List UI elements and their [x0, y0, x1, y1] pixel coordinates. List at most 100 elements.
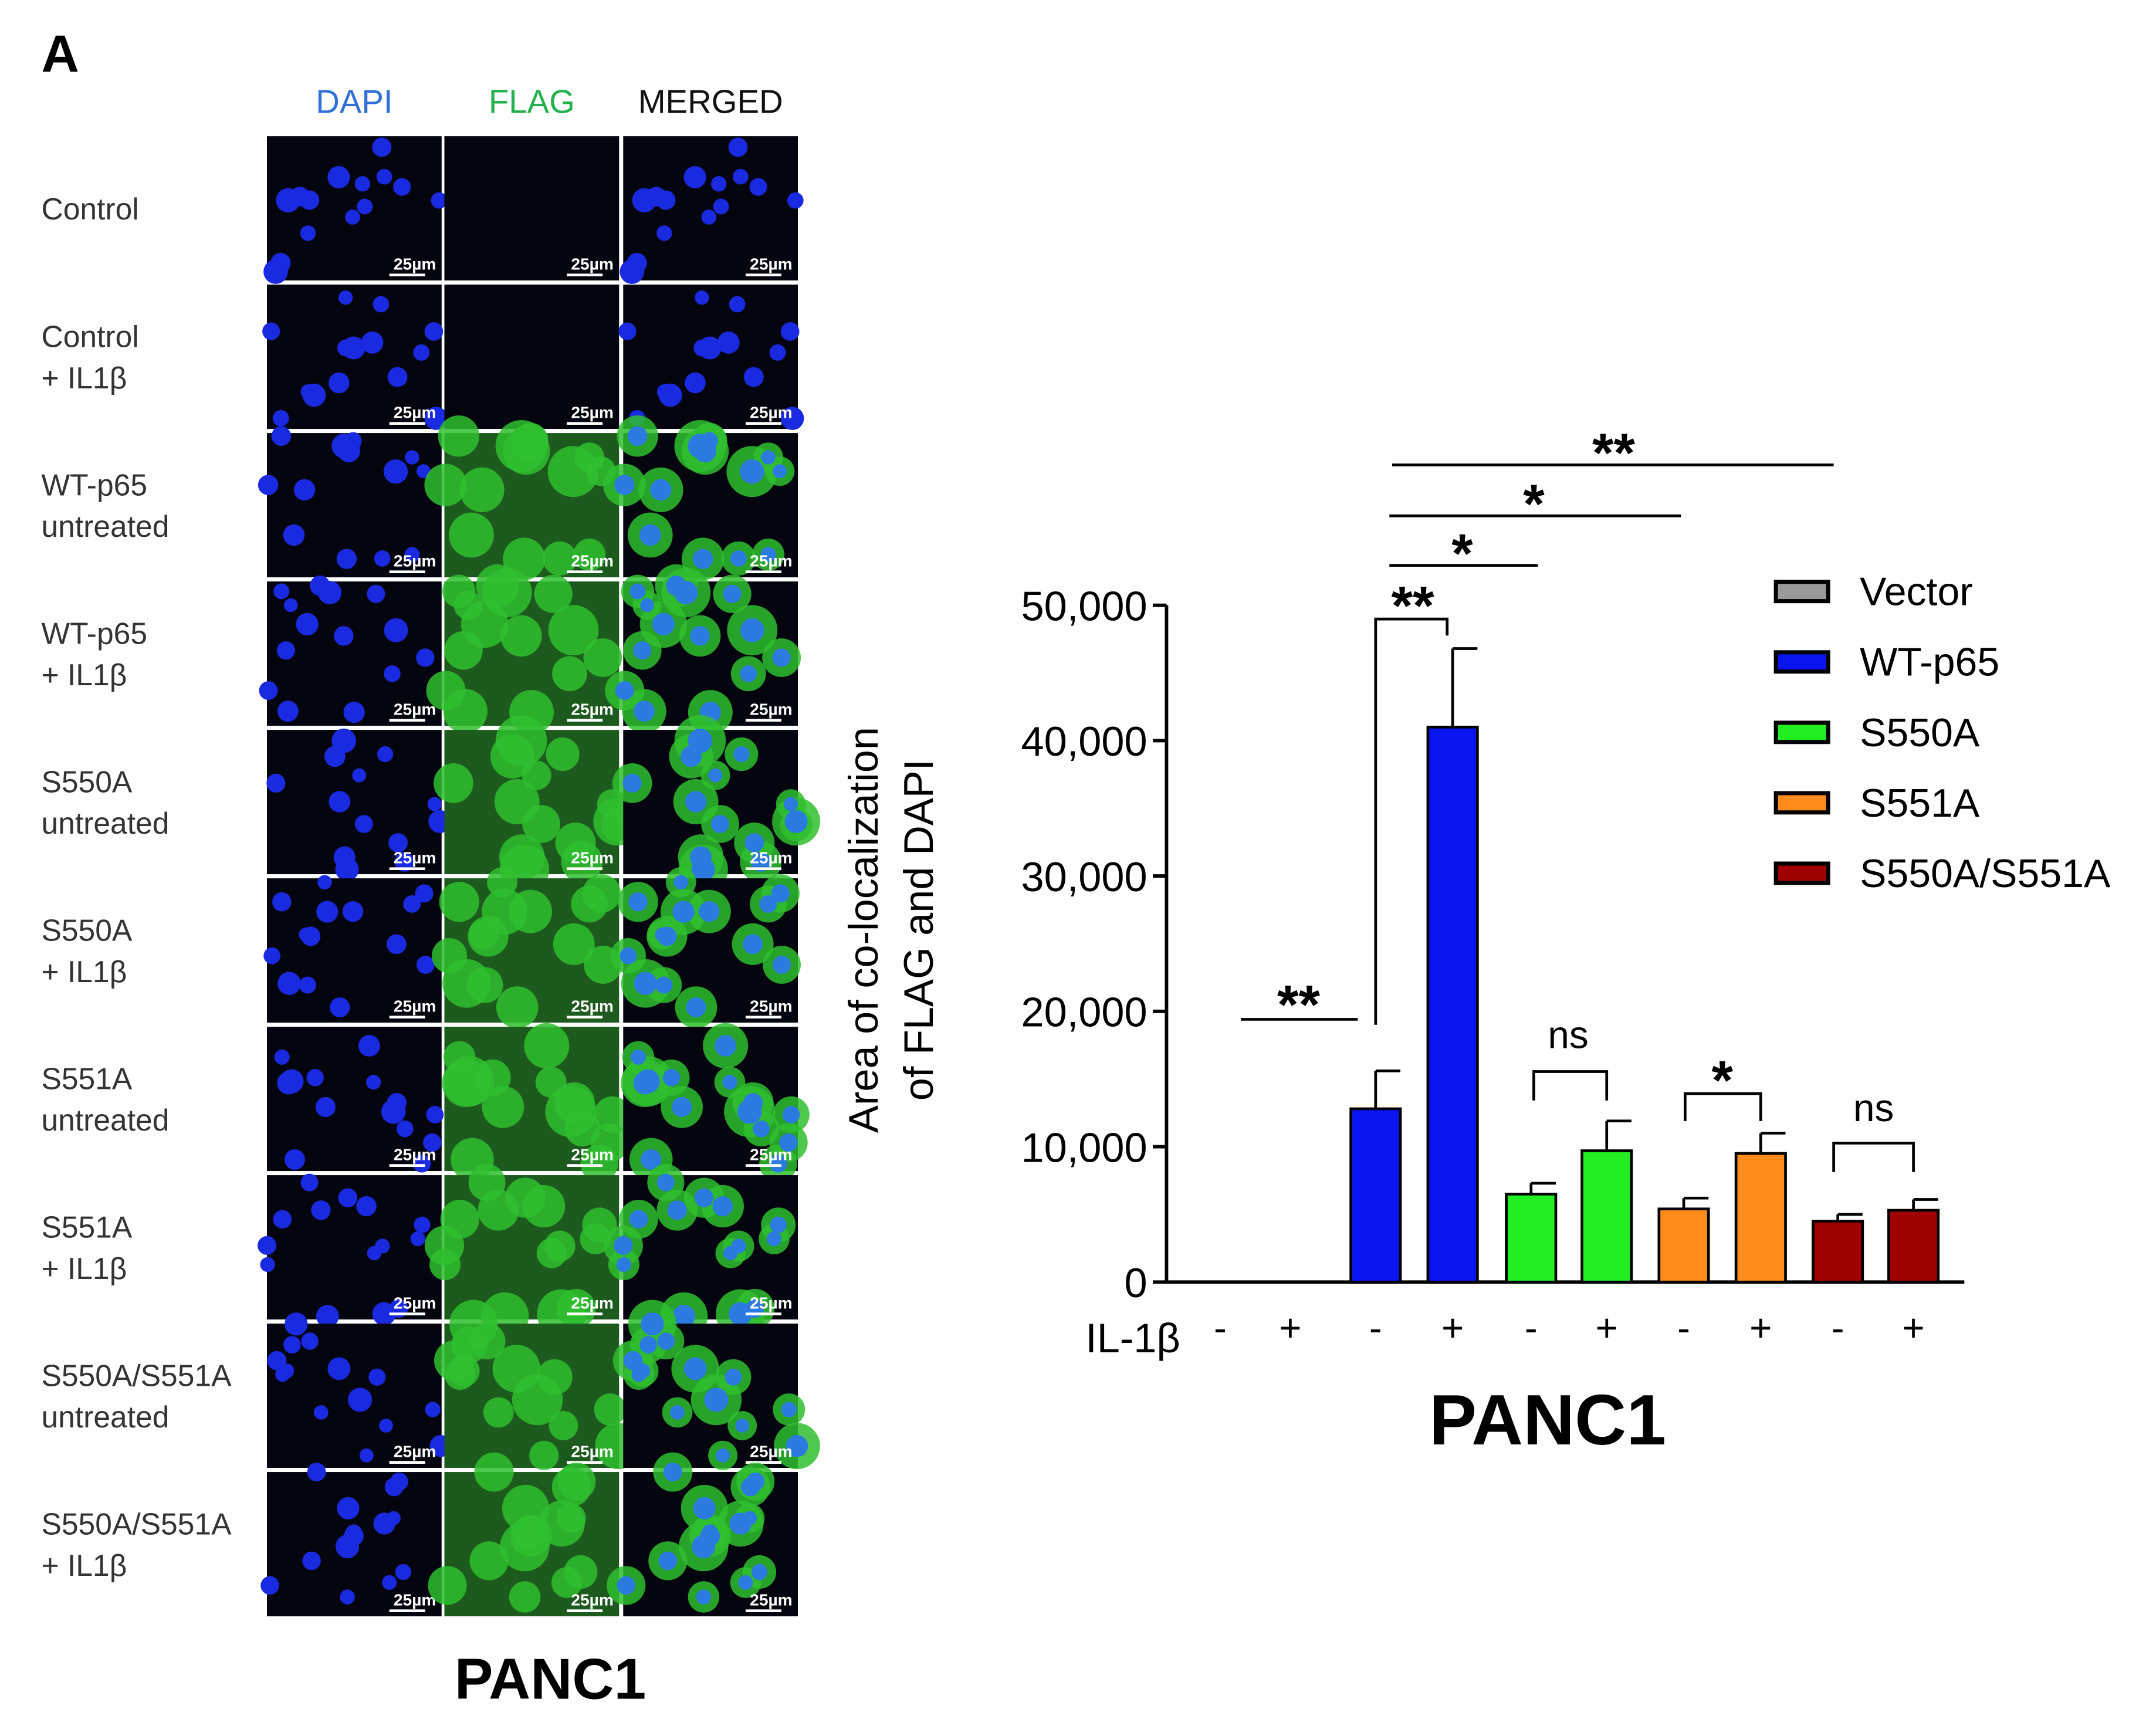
cell-flag — [476, 564, 519, 607]
nucleus — [412, 1154, 431, 1173]
x-axis-title: PANC1 — [1429, 1380, 1666, 1460]
nucleus — [640, 598, 654, 612]
cell-flag — [557, 1463, 596, 1501]
nucleus — [681, 746, 702, 767]
nucleus — [263, 259, 288, 284]
nucleus — [659, 383, 682, 407]
x-tick-label: + — [1441, 1307, 1464, 1349]
nucleus — [302, 383, 326, 407]
row-label: untreated — [41, 1103, 169, 1137]
nucleus — [342, 901, 364, 922]
cell-flag — [443, 689, 488, 733]
nucleus — [375, 1238, 390, 1254]
x-tick-label: + — [1279, 1307, 1301, 1349]
nucleus — [636, 1069, 660, 1094]
nucleus — [328, 372, 350, 394]
nucleus — [694, 1188, 714, 1207]
panel-label: A — [41, 24, 79, 83]
significance-bracket — [1832, 1142, 1915, 1172]
nucleus — [729, 1302, 752, 1326]
nucleus — [695, 290, 709, 305]
nucleus — [693, 1497, 716, 1520]
nucleus — [387, 1093, 407, 1113]
row-label: S550A/S551A — [41, 1359, 232, 1393]
nucleus — [317, 875, 332, 890]
nucleus — [311, 1200, 331, 1220]
micrograph: 25µm — [267, 1312, 452, 1468]
micrograph: 25µm — [620, 136, 804, 284]
cell-flag — [483, 1397, 514, 1428]
nucleus — [359, 1448, 374, 1463]
scale-bar-label: 25µm — [394, 1591, 436, 1609]
nucleus — [324, 746, 346, 767]
cell-flag — [424, 463, 467, 506]
nucleus — [767, 1231, 782, 1247]
y-tick-label: 0 — [1124, 1260, 1147, 1306]
row-label: S550A — [41, 765, 132, 799]
micrograph: 25µm — [426, 564, 622, 735]
nucleus — [704, 1388, 729, 1412]
column-header: DAPI — [316, 83, 392, 120]
nucleus — [616, 1257, 632, 1273]
nucleus — [693, 339, 710, 357]
row-label: untreated — [41, 806, 169, 840]
bar — [1349, 1107, 1402, 1284]
x-tick-label: - — [1369, 1307, 1382, 1349]
nucleus — [769, 1154, 787, 1173]
significance-bracket — [1532, 1070, 1609, 1101]
x-tick-label: - — [1525, 1307, 1538, 1349]
nucleus — [751, 1564, 768, 1581]
scale-bar-label: 25µm — [394, 700, 436, 718]
nucleus — [315, 1097, 336, 1117]
cell-flag — [529, 1440, 559, 1470]
legend-label: WT-p65 — [1860, 640, 1999, 685]
nucleus — [279, 1363, 295, 1379]
nucleus — [334, 626, 354, 646]
nucleus — [699, 433, 717, 451]
micrograph: 25µm — [263, 136, 448, 284]
micrograph: 25µm — [428, 1452, 620, 1617]
row-label: + IL1β — [41, 658, 127, 692]
micrograph: 25µm — [444, 136, 620, 281]
y-tick-label: 40,000 — [1021, 718, 1148, 764]
significance-label: * — [1451, 522, 1473, 584]
micrograph: 25µm — [618, 285, 804, 430]
nucleus — [271, 426, 292, 446]
nucleus — [701, 209, 717, 225]
row-label: untreated — [41, 1400, 169, 1434]
cell-flag — [492, 1345, 541, 1393]
cell-flag — [459, 467, 505, 513]
nucleus — [262, 322, 280, 340]
micrograph: 25µm — [259, 576, 442, 726]
cell-flag — [590, 1123, 629, 1162]
nucleus — [629, 583, 646, 600]
nucleus — [414, 1216, 431, 1233]
significance-bracket — [1374, 617, 1449, 1025]
micrograph: 25µm — [434, 715, 642, 895]
nucleus — [699, 901, 720, 922]
nucleus — [686, 997, 706, 1018]
nucleus — [696, 1589, 712, 1605]
cell-flag — [522, 1185, 566, 1228]
cell-flag — [573, 539, 606, 571]
cell-flag — [553, 923, 595, 965]
scale-bar-label: 25µm — [571, 403, 614, 421]
nucleus — [343, 701, 365, 723]
nucleus — [306, 1069, 324, 1087]
scale-bar-label: 25µm — [571, 1294, 614, 1312]
nucleus — [423, 1133, 442, 1152]
nucleus — [620, 259, 645, 284]
nucleus — [773, 956, 791, 974]
micrograph-caption: PANC1 — [455, 1647, 646, 1711]
cell-flag — [439, 882, 479, 922]
cell-flag — [482, 1086, 524, 1128]
x-tick-label: - — [1677, 1307, 1690, 1349]
nucleus — [761, 450, 776, 465]
nucleus — [711, 815, 729, 833]
cell-flag — [549, 1411, 578, 1440]
micrograph: 25µm — [605, 564, 801, 735]
cell-flag — [449, 512, 494, 558]
micrograph: 25µm — [603, 1164, 798, 1341]
nucleus — [628, 892, 648, 912]
nucleus — [729, 296, 746, 313]
